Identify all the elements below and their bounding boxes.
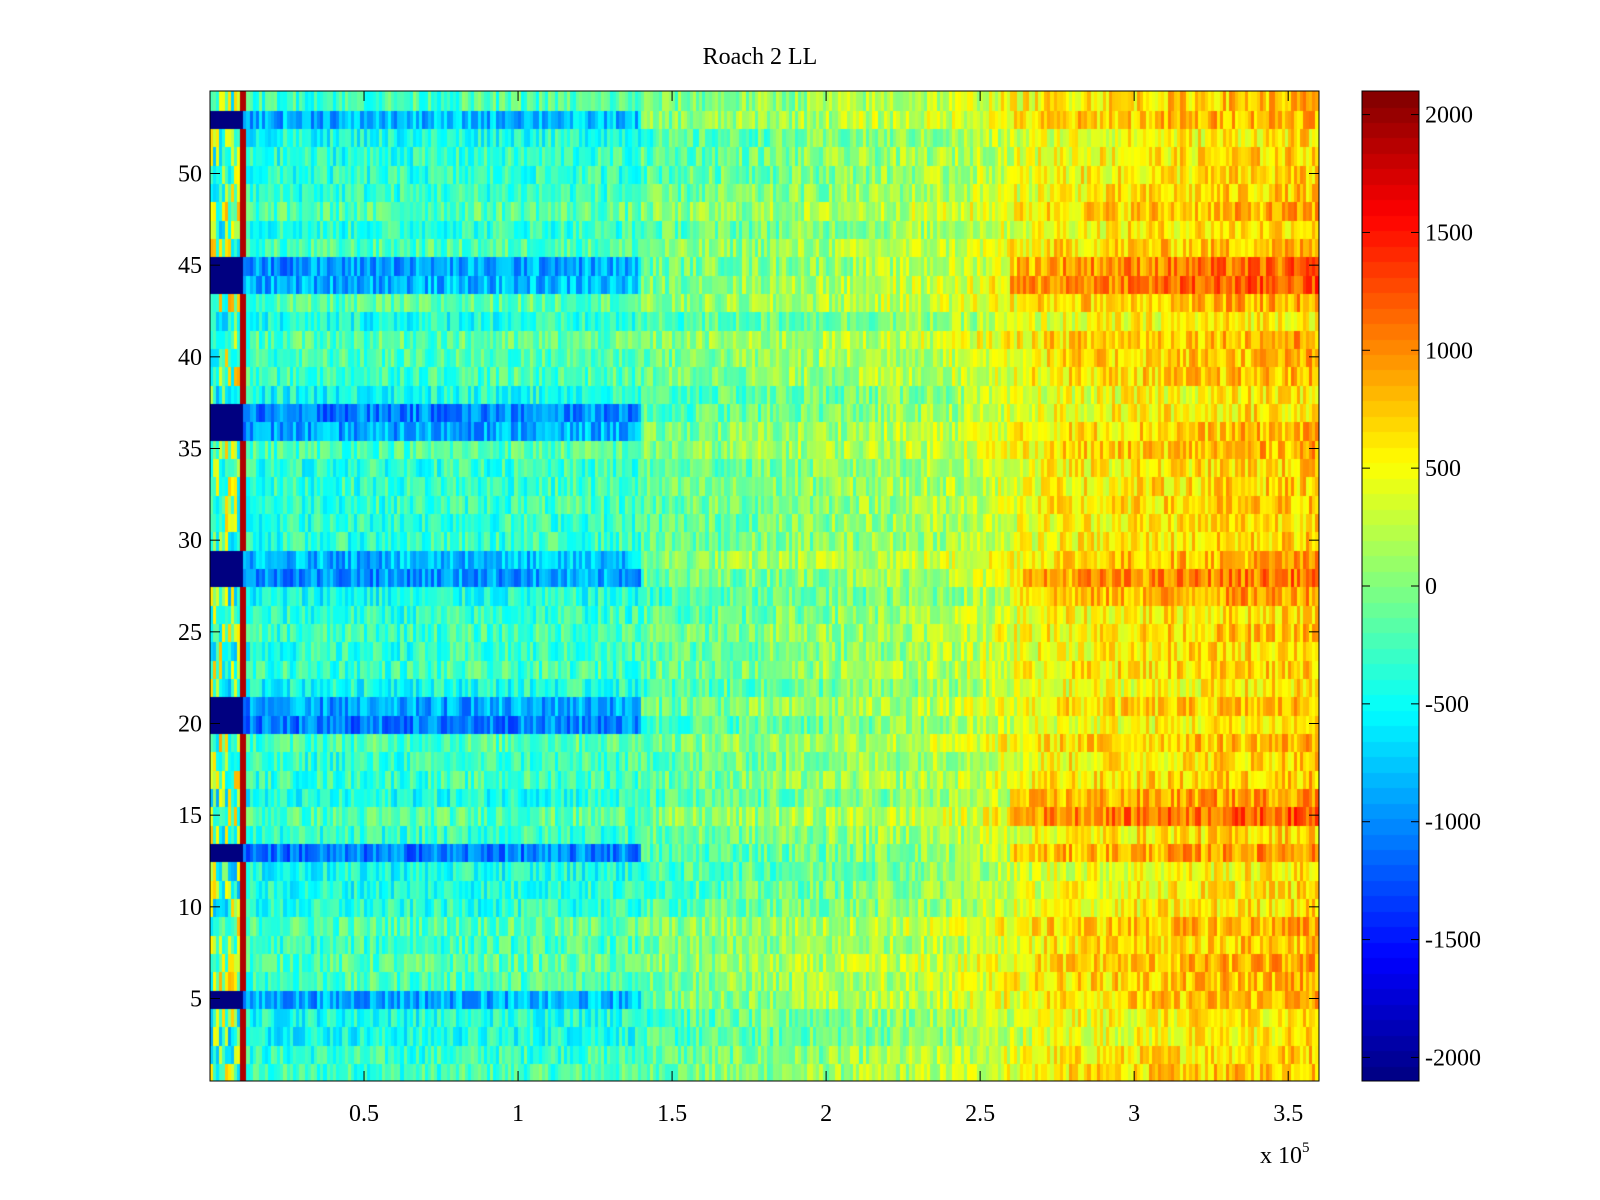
x-tick-label: 2: [820, 1101, 832, 1127]
y-tick-label: 15: [178, 803, 202, 829]
heatmap-image: [210, 91, 1319, 1081]
y-tick-label: 40: [178, 345, 202, 371]
colorbar-tick-label: 1500: [1425, 220, 1473, 246]
y-tick-label: 50: [178, 162, 202, 188]
x-tick-label: 2.5: [965, 1101, 995, 1127]
colorbar-tick-label: 0: [1425, 574, 1437, 600]
x-multiplier-exponent: 5: [1302, 1140, 1310, 1156]
y-tick-label: 30: [178, 528, 202, 554]
x-tick-label: 0.5: [349, 1101, 379, 1127]
y-axis: 5 10 15 20 25 30 35 40 45 50: [178, 162, 1319, 1013]
y-tick-label: 45: [178, 253, 202, 279]
y-tick-label: 20: [178, 712, 202, 738]
colorbar-tick-label: -1000: [1425, 810, 1481, 836]
x-axis: 0.5 1 1.5 2 2.5 3 3.5: [349, 91, 1303, 1127]
colorbar-tick-label: -2000: [1425, 1045, 1481, 1071]
x-tick-label: 3: [1128, 1101, 1140, 1127]
x-multiplier-base: x 10: [1260, 1143, 1302, 1169]
y-tick-label: 35: [178, 437, 202, 463]
y-tick-label: 5: [190, 987, 202, 1013]
y-tick-label: 10: [178, 895, 202, 921]
colorbar-tick-label: 2000: [1425, 103, 1473, 129]
x-tick-label: 1: [512, 1101, 524, 1127]
chart-title: Roach 2 LL: [702, 44, 818, 70]
colorbar-tick-label: 1000: [1425, 338, 1473, 364]
plot-frame: [209, 90, 1320, 1082]
colorbar: [1362, 91, 1419, 1081]
colorbar-axis: 2000 1500 1000 500 0 -500 -1000 -1500 -2000: [1362, 103, 1481, 1071]
colorbar-tick-label: -500: [1425, 692, 1469, 718]
x-tick-label: 3.5: [1273, 1101, 1303, 1127]
colorbar-tick-label: -1500: [1425, 928, 1481, 954]
x-axis-multiplier: x 105: [1260, 1140, 1310, 1170]
colorbar-frame: [1361, 90, 1420, 1082]
y-tick-label: 25: [178, 620, 202, 646]
x-tick-label: 1.5: [657, 1101, 687, 1127]
colorbar-tick-label: 500: [1425, 456, 1461, 482]
